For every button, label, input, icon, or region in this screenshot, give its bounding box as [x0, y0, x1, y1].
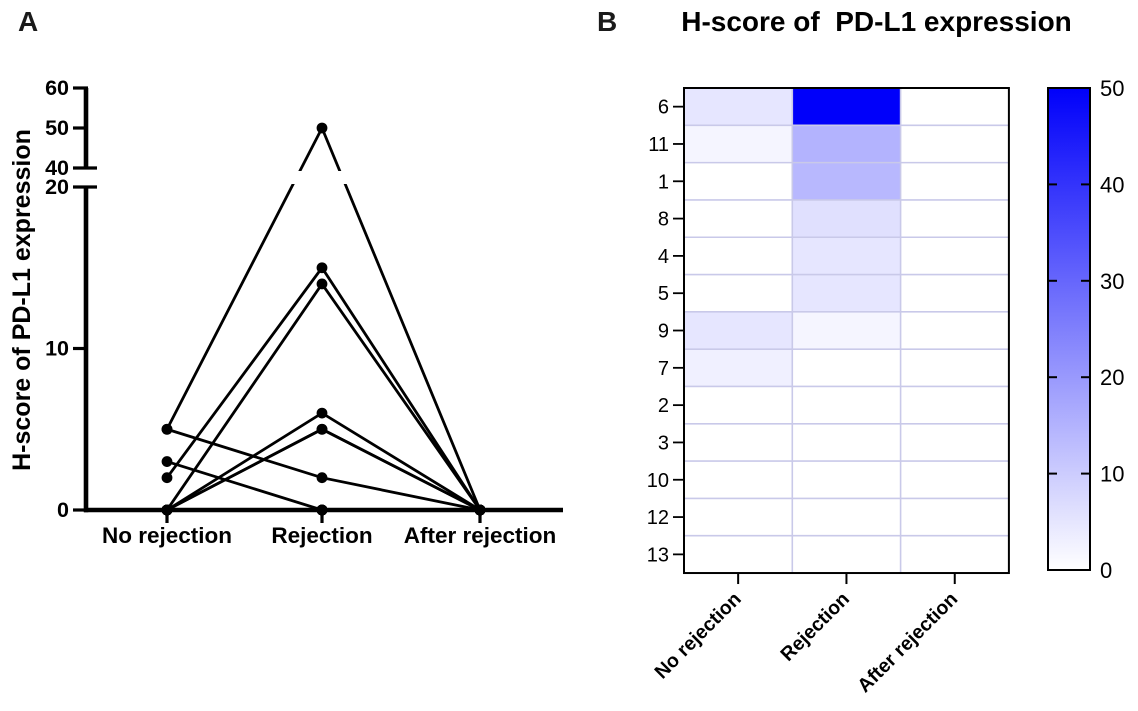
- heatmap-cell: [900, 349, 1009, 387]
- heatmap-cell: [684, 274, 793, 312]
- colorbar-tick-label: 0: [1100, 558, 1112, 583]
- heatmap-cell: [792, 311, 901, 350]
- row-label: 8: [658, 209, 669, 231]
- column-label: No rejection: [650, 588, 745, 683]
- data-point: [161, 423, 173, 435]
- panel-b-label: B: [597, 6, 618, 37]
- y-tick-label: 10: [45, 337, 69, 361]
- heatmap-cell: [900, 461, 1009, 499]
- x-category-label: Rejection: [271, 523, 372, 548]
- heatmap-cell: [684, 125, 793, 163]
- heatmap-cell: [792, 349, 901, 387]
- row-label: 10: [647, 470, 669, 492]
- heatmap-cell: [684, 461, 793, 499]
- colorbar-tick-label: 40: [1100, 172, 1124, 197]
- row-label: 6: [658, 97, 669, 119]
- row-label: 9: [658, 321, 669, 343]
- heatmap-cells: [684, 88, 1009, 574]
- row-label: 5: [658, 283, 669, 305]
- row-label: 12: [647, 507, 669, 529]
- colorbar-tick-label: 30: [1100, 269, 1124, 294]
- x-category-label: No rejection: [102, 523, 232, 548]
- heatmap-cell: [684, 386, 793, 424]
- row-label: 1: [658, 171, 669, 193]
- colorbar-tick-label: 10: [1100, 462, 1124, 487]
- data-point: [316, 262, 328, 274]
- y-tick-label: 20: [45, 175, 69, 199]
- data-point: [316, 472, 328, 484]
- patient-line-patient-6: [165, 124, 482, 511]
- colorbar-tick-label: 50: [1100, 76, 1124, 101]
- data-point: [316, 407, 328, 419]
- heatmap-gridlines: [684, 88, 1009, 574]
- y-tick-label: 60: [45, 76, 69, 100]
- data-point: [316, 423, 328, 435]
- heatmap-cell: [684, 498, 793, 536]
- x-category-label: After rejection: [404, 523, 557, 548]
- column-label: After rejection: [853, 588, 962, 697]
- data-point: [316, 278, 328, 290]
- data-lines: [165, 124, 482, 512]
- row-label: 7: [658, 358, 669, 380]
- row-label: 13: [647, 544, 669, 566]
- data-point: [161, 456, 173, 467]
- heatmap-cell: [684, 423, 793, 462]
- row-label: 3: [658, 432, 669, 454]
- row-label: 4: [658, 246, 669, 268]
- y-tick-label: 50: [45, 116, 69, 140]
- heatmap-cell: [900, 498, 1009, 536]
- heatmap-cell: [900, 274, 1009, 312]
- heatmap-cell: [900, 199, 1009, 238]
- heatmap-cell: [900, 423, 1009, 462]
- heatmap-cell: [792, 125, 901, 163]
- heatmap-cell: [684, 237, 793, 275]
- heatmap-cell: [792, 237, 901, 275]
- heatmap-cell: [792, 423, 901, 462]
- heatmap-cell: [900, 88, 1009, 126]
- heatmap-cell: [900, 162, 1009, 200]
- y-tick-label: 0: [57, 498, 69, 522]
- heatmap-cell: [684, 535, 793, 574]
- heatmap-cell: [900, 125, 1009, 163]
- data-point: [316, 122, 328, 134]
- panel-a: A 0 10 20 40 50 60 No rejection Rejection After …: [8, 6, 563, 548]
- heatmap-cell: [684, 88, 793, 126]
- heatmap-cell: [792, 162, 901, 200]
- heatmap-cell: [684, 199, 793, 238]
- data-point: [161, 472, 173, 484]
- y-axis-title: H-score of PD-L1 expression: [8, 129, 36, 471]
- y-tick-label: 40: [45, 156, 69, 180]
- heatmap-cell: [792, 274, 901, 312]
- panel-b-title: H-score of PD-L1 expression: [681, 6, 1072, 37]
- panel-a-label: A: [18, 6, 39, 37]
- heatmap-cell: [684, 349, 793, 387]
- heatmap-cell: [792, 199, 901, 238]
- heatmap-cell: [792, 386, 901, 424]
- heatmap-cell: [684, 311, 793, 350]
- axis-break-gap: [92, 171, 563, 184]
- colorbar: [1047, 87, 1091, 571]
- heatmap-cell: [900, 535, 1009, 574]
- heatmap-cell: [900, 311, 1009, 350]
- row-label: 11: [648, 134, 669, 156]
- heatmap-cell: [900, 237, 1009, 275]
- heatmap-cell: [792, 88, 901, 126]
- row-label: 2: [658, 395, 669, 417]
- heatmap-cell: [684, 162, 793, 200]
- heatmap-cell: [900, 386, 1009, 424]
- heatmap-cell: [792, 461, 901, 499]
- panel-b: B H-score of PD-L1 expression 6 11 1 8 4 5 9 7 2…: [595, 0, 1138, 711]
- heatmap-cell: [792, 498, 901, 536]
- colorbar-tick-label: 20: [1100, 365, 1124, 390]
- heatmap-cell: [792, 535, 901, 574]
- column-label: Rejection: [776, 588, 854, 666]
